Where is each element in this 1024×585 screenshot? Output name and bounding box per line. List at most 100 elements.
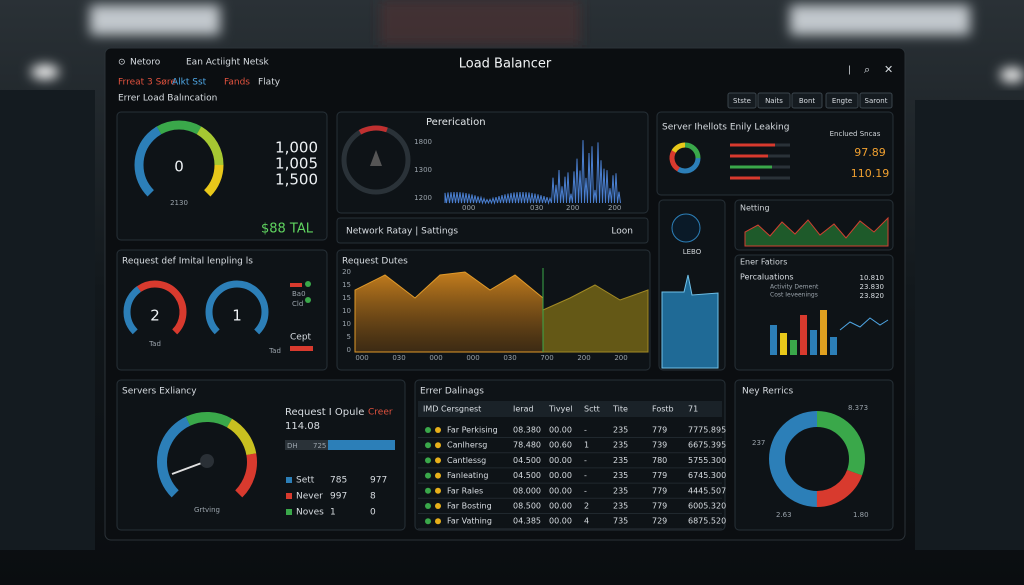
button[interactable] (757, 92, 791, 109)
legend-text: 0 (370, 508, 376, 518)
cell: 1 (584, 441, 589, 450)
legend-text: 785 (330, 476, 347, 486)
dial (671, 213, 701, 243)
status: Creer (368, 408, 393, 418)
value: 10.810 (860, 274, 885, 282)
cell: 6745.300 (688, 471, 726, 480)
gauge-label: Tad (268, 347, 281, 355)
tab[interactable]: Fands (224, 78, 250, 88)
column-title: Enclued Sncas (830, 130, 881, 138)
panel (336, 217, 649, 244)
status-dot (435, 518, 441, 525)
donut-label: 237 (752, 439, 765, 447)
cell: 4445.507 (688, 486, 726, 495)
x-tick-label: 000 (355, 354, 368, 362)
bar (328, 440, 395, 450)
cell: 08.500 (513, 502, 541, 511)
panel-title: Netting (740, 204, 770, 213)
gauge-min: 2130 (170, 199, 188, 207)
y-tick-label: 1300 (414, 166, 432, 174)
y-tick-label: 1800 (414, 138, 432, 146)
cell: 6005.320 (688, 502, 726, 511)
cell: Canlhersg (447, 441, 487, 450)
column-header: 71 (688, 405, 698, 414)
bar-label: 725 (313, 442, 326, 450)
button-label[interactable]: Naits (765, 97, 783, 105)
menu[interactable]: Ean Actiight Netsk (186, 58, 270, 68)
button-label[interactable]: Bont (799, 97, 816, 105)
button-label[interactable]: Engte (832, 97, 852, 105)
cell: 6675.395 (688, 441, 726, 450)
value: 114.08 (285, 421, 320, 432)
legend-swatch (286, 477, 292, 483)
button-label[interactable]: Saront (865, 97, 888, 105)
panel (336, 111, 649, 214)
value: 1,500 (275, 171, 318, 189)
area (354, 271, 544, 353)
cell: - (584, 456, 587, 465)
gauge-arc (769, 411, 865, 507)
cell: 779 (652, 471, 667, 480)
link[interactable]: Loon (611, 227, 633, 237)
tab[interactable]: Flaty (258, 78, 281, 88)
y-tick-label: 10 (342, 320, 351, 328)
value: 110.19 (851, 167, 890, 180)
panel-title: Servers Exliancy (122, 387, 197, 397)
cell: 78.480 (513, 441, 541, 450)
cell: Far Rales (447, 486, 483, 495)
status-dot (425, 487, 431, 494)
x-tick-label: 000 (462, 204, 475, 212)
gauge-needle (370, 150, 382, 166)
cell: 780 (652, 456, 667, 465)
y-tick-label: 5 (347, 333, 351, 341)
status-dot (435, 472, 441, 479)
bar (780, 333, 787, 355)
cell: 04.385 (513, 517, 541, 526)
value: 97.89 (854, 146, 886, 159)
legend-text: Never (296, 492, 323, 502)
cell: Cantlessg (447, 456, 486, 465)
y-tick-label: 15 (342, 281, 351, 289)
column-header: Tivyel (548, 405, 572, 414)
cell: Far Vathing (447, 517, 492, 526)
cell: 735 (613, 517, 628, 526)
cell: Far Bosting (447, 502, 492, 511)
gauge-arc (769, 411, 865, 507)
table-header (418, 401, 722, 417)
menu[interactable]: Netoro (130, 58, 161, 68)
server-rack (915, 100, 1024, 550)
cell: 235 (613, 441, 628, 450)
bar (790, 340, 797, 355)
cell: 5755.300 (688, 456, 726, 465)
button[interactable] (825, 92, 859, 109)
tab[interactable]: Alkt Sst (172, 78, 207, 88)
x-tick-label: 030 (530, 204, 543, 212)
status-dot (435, 427, 441, 433)
close-icon[interactable]: ✕ (884, 63, 893, 76)
button[interactable] (859, 92, 893, 109)
tab[interactable]: Frreat 3 Søre (118, 78, 176, 88)
menu-icon: ⊙ (118, 58, 126, 68)
column-header: Fostb (652, 405, 674, 414)
search-icon[interactable]: ⌕ (864, 63, 870, 76)
cell: 00.00 (549, 456, 572, 465)
gauge-arc (341, 125, 411, 195)
bar (830, 337, 837, 355)
gauge-arc (205, 280, 269, 344)
gauge-label: Tad (148, 340, 161, 348)
donut-label: 2.63 (776, 511, 792, 519)
gauge-value: 1 (232, 307, 242, 325)
x-tick-label: 200 (577, 354, 590, 362)
icon[interactable]: | (848, 66, 851, 76)
button[interactable] (727, 92, 757, 109)
legend: Sett 785 977 Never 997 8 Noves 1 0 (286, 476, 387, 518)
decorations (123, 120, 889, 512)
legend-swatch (286, 509, 292, 515)
panel (116, 249, 328, 371)
button-label[interactable]: Stste (733, 97, 751, 105)
gauge-arc (134, 120, 224, 210)
panel-title: Ener Fatiors (740, 258, 787, 267)
button[interactable] (791, 92, 823, 109)
legend-text: 8 (370, 492, 376, 502)
